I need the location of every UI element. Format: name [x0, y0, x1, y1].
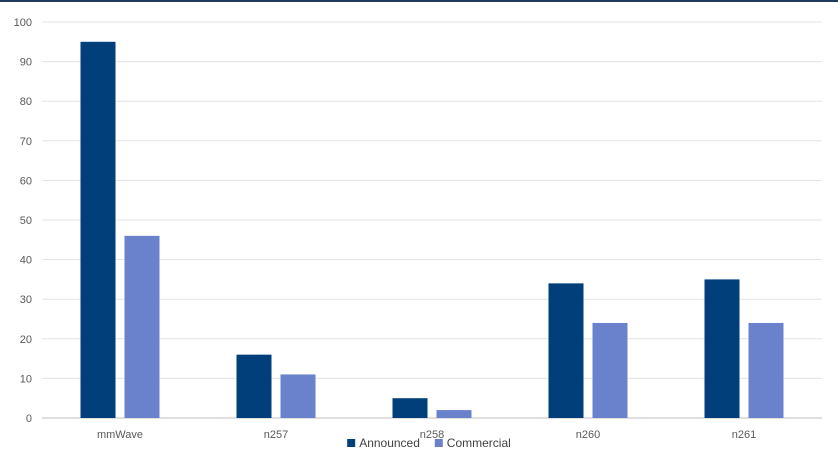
- bar-announced-n260: [548, 283, 584, 418]
- y-tick-label: 10: [20, 373, 32, 385]
- y-tick-label: 100: [14, 17, 32, 29]
- x-tick-label: n258: [420, 429, 444, 441]
- bar-announced-n261: [704, 279, 740, 418]
- gridlines: [42, 21, 822, 419]
- bar-commercial-n258: [436, 410, 472, 418]
- bar-commercial-n257: [280, 374, 316, 418]
- legend-label-announced: Announced: [359, 436, 420, 450]
- y-axis-ticks: 0 10 20 30 40 50 60 70 80 90 100: [14, 17, 32, 425]
- legend-swatch-commercial: [434, 439, 443, 447]
- y-tick-label: 0: [26, 413, 32, 425]
- x-tick-label: mmWave: [97, 429, 143, 441]
- y-tick-label: 50: [20, 215, 32, 227]
- y-tick-label: 80: [20, 96, 32, 108]
- y-tick-label: 90: [20, 57, 32, 69]
- bar-commercial-n261: [748, 322, 784, 418]
- y-tick-label: 40: [20, 255, 32, 267]
- x-tick-label: n260: [576, 429, 600, 441]
- legend: Announced Commercial: [347, 436, 511, 450]
- bar-announced-n257: [236, 354, 272, 418]
- x-tick-label: n257: [264, 429, 288, 441]
- y-tick-label: 70: [20, 136, 32, 148]
- bar-announced-mmwave: [80, 41, 116, 419]
- y-tick-label: 60: [20, 175, 32, 187]
- bar-commercial-n260: [592, 322, 628, 418]
- legend-label-commercial: Commercial: [447, 436, 511, 450]
- legend-swatch-announced: [347, 439, 356, 447]
- y-tick-label: 20: [20, 334, 32, 346]
- bar-announced-n258: [392, 398, 428, 418]
- y-tick-label: 30: [20, 294, 32, 306]
- x-axis-ticks: mmWave n257 n258 n260 n261: [97, 429, 756, 441]
- x-tick-label: n261: [732, 429, 756, 441]
- bar-commercial-mmwave: [124, 235, 160, 418]
- bars: [80, 41, 784, 419]
